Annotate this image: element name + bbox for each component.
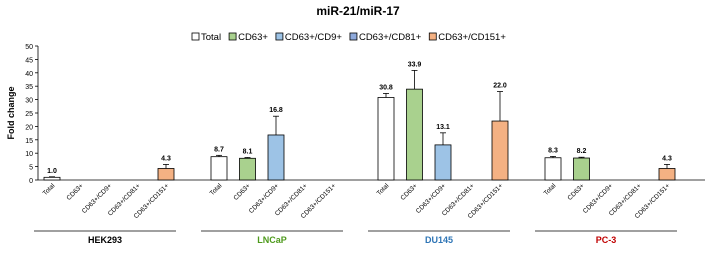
value-label: 30.8 xyxy=(379,84,393,91)
value-label: 8.1 xyxy=(243,148,253,155)
legend-label: CD63+/CD151+ xyxy=(438,32,506,43)
value-label: 13.1 xyxy=(436,124,450,131)
y-tick-label: 15 xyxy=(25,138,33,145)
y-tick-label: 0 xyxy=(29,178,33,185)
y-tick-label: 5 xyxy=(29,165,33,172)
group-label: LNCaP xyxy=(257,235,287,245)
group-label: HEK293 xyxy=(88,235,122,245)
legend-swatch xyxy=(428,32,437,41)
value-label: 4.3 xyxy=(161,155,171,162)
legend-swatch xyxy=(275,32,284,41)
legend-swatch xyxy=(349,32,358,41)
y-tick-label: 20 xyxy=(25,124,33,131)
y-tick-label: 40 xyxy=(25,71,33,78)
bar xyxy=(239,157,256,181)
value-label: 33.9 xyxy=(408,61,422,68)
bar xyxy=(43,176,61,181)
bar xyxy=(157,168,175,181)
y-tick-label: 30 xyxy=(25,98,33,105)
y-tick-label: 10 xyxy=(25,151,33,158)
y-tick-label: 50 xyxy=(25,44,33,51)
value-label: 4.3 xyxy=(662,155,672,162)
value-label: 22.0 xyxy=(493,83,507,90)
group-label: DU145 xyxy=(425,235,453,245)
bar xyxy=(377,97,395,181)
y-tick-label: 45 xyxy=(25,57,33,64)
bar xyxy=(406,88,423,181)
y-tick-label: 35 xyxy=(25,84,33,91)
bar xyxy=(544,157,562,181)
legend-label: Total xyxy=(201,32,221,43)
value-label: 1.0 xyxy=(47,168,57,175)
bar xyxy=(573,157,590,181)
bar xyxy=(267,134,285,181)
legend-swatch xyxy=(228,32,237,41)
chart-title: miR-21/miR-17 xyxy=(316,4,400,18)
y-axis-label: Fold change xyxy=(6,86,16,139)
value-label: 8.2 xyxy=(577,148,587,155)
value-label: 16.8 xyxy=(269,107,283,114)
value-label: 8.7 xyxy=(214,146,224,153)
bar xyxy=(658,168,676,181)
bar xyxy=(210,156,228,181)
bar xyxy=(434,144,452,181)
value-label: 8.3 xyxy=(548,147,558,154)
legend-label: CD63+/CD9+ xyxy=(285,32,342,43)
legend-label: CD63+/CD81+ xyxy=(359,32,422,43)
y-tick-label: 25 xyxy=(25,111,33,118)
legend-label: CD63+ xyxy=(238,32,268,43)
legend-swatch xyxy=(191,32,200,41)
bar xyxy=(491,120,509,181)
group-label: PC-3 xyxy=(596,235,617,245)
